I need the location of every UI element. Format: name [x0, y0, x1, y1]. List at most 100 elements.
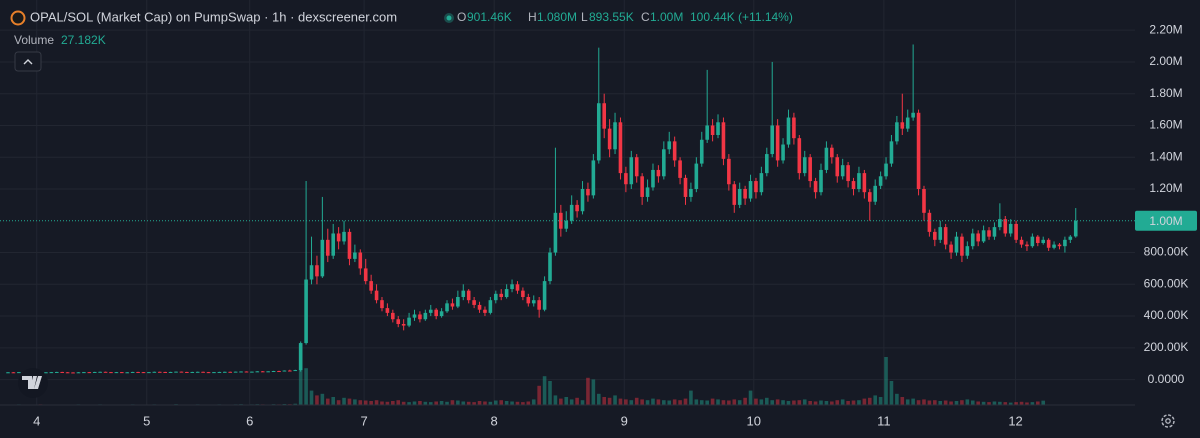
volume-bar	[656, 399, 661, 405]
candle-body	[699, 139, 704, 164]
candle-body	[900, 122, 905, 129]
y-tick-label: 400.00K	[1144, 308, 1189, 322]
candle-body	[976, 233, 980, 242]
volume-bar	[965, 399, 970, 405]
candle-body	[770, 125, 775, 155]
volume-bar	[813, 401, 818, 405]
candle-body	[141, 372, 146, 374]
volume-bar	[396, 400, 401, 405]
candle-body	[483, 309, 487, 313]
candle-body	[1068, 236, 1073, 240]
candle-body	[49, 372, 54, 374]
x-tick-label: 10	[747, 413, 761, 428]
candle-body	[407, 317, 411, 326]
candle-body	[499, 293, 504, 297]
candle-body	[1003, 219, 1008, 234]
tv-logo-mark	[22, 376, 42, 389]
candle-body	[315, 265, 319, 277]
volume-bar	[748, 390, 753, 405]
volume-bar	[342, 397, 346, 405]
candle-body	[439, 311, 444, 317]
gear-center[interactable]	[1165, 418, 1171, 424]
candle-body	[797, 138, 802, 174]
candle-body	[1057, 244, 1062, 247]
volume-bar	[575, 397, 579, 405]
candle-body	[526, 297, 531, 304]
candle-body	[537, 300, 541, 310]
volume-bar	[483, 401, 487, 405]
volume-bar	[737, 400, 742, 405]
volume-bar	[640, 399, 644, 405]
volume-bar	[895, 393, 899, 405]
volume-bar	[775, 399, 780, 405]
ohlc-close: 1.00M	[650, 10, 683, 24]
x-tick-label: 6	[246, 413, 253, 428]
candle-body	[634, 157, 639, 177]
candle-body	[1008, 223, 1013, 234]
volume-bar	[369, 401, 373, 405]
candle-body	[1036, 236, 1040, 243]
volume-bar	[325, 398, 330, 405]
candle-body	[851, 181, 856, 189]
candle-body	[163, 371, 167, 373]
volume-bar	[515, 401, 520, 405]
last-price-box	[1135, 210, 1197, 231]
candle-body	[179, 371, 184, 373]
volume-bar	[456, 400, 460, 405]
candle-body	[640, 176, 644, 197]
candle-body	[363, 268, 368, 282]
candle-body	[60, 371, 64, 373]
volume-bar	[374, 400, 379, 405]
volume-bar	[380, 401, 384, 405]
candle-body	[331, 233, 335, 256]
ohlc-low-label: L	[581, 10, 588, 24]
candle-body	[662, 149, 666, 177]
candle-body	[759, 173, 764, 193]
volume-bar	[336, 400, 341, 405]
candle-body	[618, 122, 623, 174]
volume-bar	[808, 401, 812, 405]
collapse-button[interactable]	[14, 51, 42, 72]
candle-body	[857, 173, 861, 189]
volume-bar	[846, 401, 850, 405]
candle-body	[754, 181, 758, 193]
candle-body	[569, 204, 574, 221]
gear-outline[interactable]	[1161, 414, 1175, 428]
settings-button[interactable]	[1161, 414, 1175, 428]
volume-bar	[938, 401, 943, 405]
candle-body	[412, 314, 417, 318]
volume-bar	[954, 401, 959, 405]
candle-body	[938, 227, 943, 240]
ohlc-close-label: C	[641, 10, 650, 24]
collapse-button-frame[interactable]	[14, 51, 42, 72]
volume-bar	[499, 400, 504, 405]
candle-body	[309, 265, 314, 280]
candle-body	[418, 314, 422, 320]
volume-bar	[792, 400, 796, 405]
candle-body	[548, 252, 552, 282]
candle-body	[911, 112, 915, 118]
candle-body	[710, 125, 715, 135]
candle-body	[1025, 244, 1029, 247]
candle-body	[981, 230, 986, 242]
candle-body	[819, 169, 823, 193]
volume-bar	[781, 400, 785, 405]
candle-body	[255, 371, 260, 373]
volume-bar	[992, 401, 997, 405]
candle-body	[916, 112, 921, 189]
candle-body	[336, 233, 341, 242]
candle-body	[792, 117, 796, 139]
volume-bar	[987, 402, 991, 405]
volume-bar	[418, 401, 422, 405]
candle-body	[130, 371, 135, 373]
x-tick-label: 7	[360, 413, 367, 428]
volume-bar	[802, 399, 807, 405]
candle-body	[298, 343, 303, 371]
volume-bar	[694, 399, 699, 405]
grid	[0, 0, 1135, 405]
candle-body	[656, 169, 661, 177]
collapse-icon[interactable]	[23, 59, 33, 65]
candle-body	[103, 371, 108, 373]
candle-body	[954, 236, 959, 253]
